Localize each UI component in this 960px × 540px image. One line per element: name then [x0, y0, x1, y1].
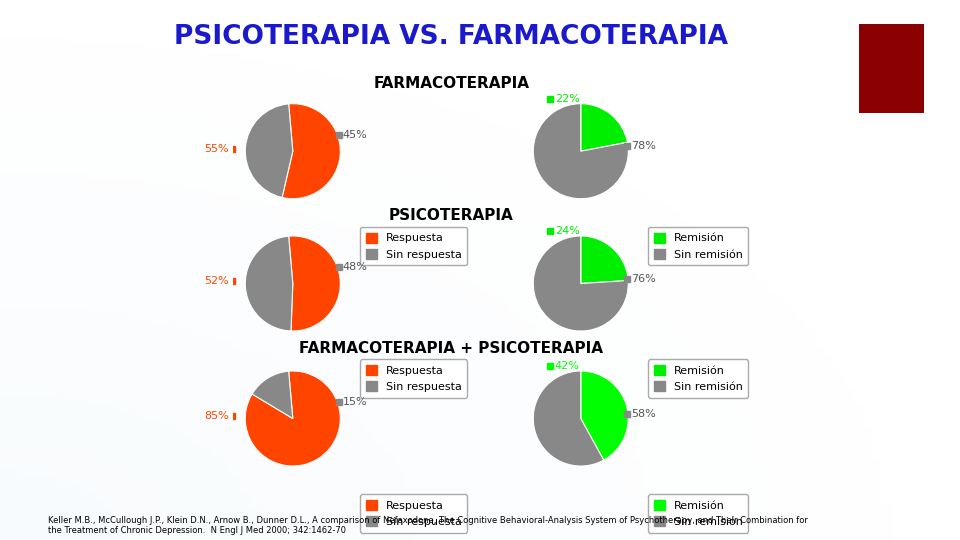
- Text: 24%: 24%: [555, 226, 580, 236]
- Legend: Remisión, Sin remisión: Remisión, Sin remisión: [648, 360, 748, 397]
- Legend: Respuesta, Sin respuesta: Respuesta, Sin respuesta: [360, 360, 468, 397]
- Wedge shape: [252, 371, 293, 418]
- Wedge shape: [534, 104, 628, 199]
- Wedge shape: [246, 236, 293, 331]
- Text: 22%: 22%: [555, 94, 580, 104]
- Wedge shape: [581, 371, 628, 460]
- Text: PSICOTERAPIA: PSICOTERAPIA: [389, 208, 514, 224]
- Wedge shape: [581, 104, 628, 151]
- Text: Keller M.B., McCullough J.P., Klein D.N., Arnow B., Dunner D.L., A comparison of: Keller M.B., McCullough J.P., Klein D.N.…: [48, 516, 808, 535]
- Text: 52%: 52%: [204, 276, 228, 286]
- Text: 76%: 76%: [631, 274, 656, 284]
- Legend: Respuesta, Sin respuesta: Respuesta, Sin respuesta: [360, 495, 468, 532]
- Legend: Respuesta, Sin respuesta: Respuesta, Sin respuesta: [360, 227, 468, 265]
- Wedge shape: [534, 236, 628, 331]
- Legend: Remisión, Sin remisión: Remisión, Sin remisión: [648, 495, 748, 532]
- Text: FARMACOTERAPIA: FARMACOTERAPIA: [373, 76, 529, 91]
- Legend: Remisión, Sin remisión: Remisión, Sin remisión: [648, 227, 748, 265]
- Wedge shape: [282, 104, 340, 199]
- Wedge shape: [246, 104, 293, 198]
- Wedge shape: [246, 371, 341, 466]
- Text: 48%: 48%: [343, 262, 368, 272]
- Wedge shape: [289, 236, 341, 331]
- Text: 85%: 85%: [204, 411, 228, 421]
- Text: 15%: 15%: [343, 397, 368, 407]
- Text: 78%: 78%: [631, 141, 656, 151]
- Text: PSICOTERAPIA VS. FARMACOTERAPIA: PSICOTERAPIA VS. FARMACOTERAPIA: [174, 24, 729, 50]
- Wedge shape: [581, 236, 628, 284]
- Text: FARMACOTERAPIA + PSICOTERAPIA: FARMACOTERAPIA + PSICOTERAPIA: [300, 341, 603, 356]
- Text: 45%: 45%: [343, 130, 368, 139]
- Text: 58%: 58%: [631, 409, 656, 419]
- Text: 55%: 55%: [204, 144, 228, 154]
- Wedge shape: [534, 371, 604, 466]
- Text: 42%: 42%: [555, 361, 580, 371]
